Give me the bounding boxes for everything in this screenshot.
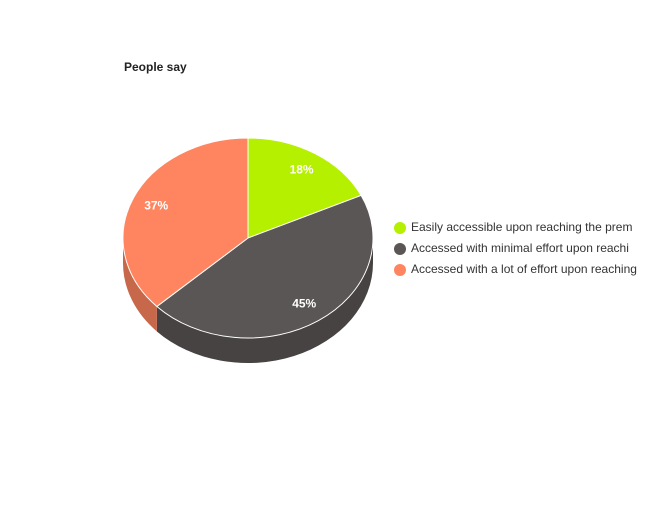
legend-marker	[394, 222, 406, 234]
legend-label: Accessed with minimal effort upon reachi	[411, 241, 629, 255]
data-label: 18%	[290, 163, 314, 177]
slice	[156, 194, 374, 339]
data-label: 45%	[292, 296, 316, 310]
slice	[122, 137, 249, 308]
slice	[247, 137, 362, 239]
chart-title: People say	[124, 60, 187, 74]
legend-marker	[394, 243, 406, 255]
legend-label: Easily accessible upon reaching the prem	[411, 220, 632, 234]
legend-label: Accessed with a lot of effort upon reach…	[411, 262, 637, 276]
legend-marker	[394, 264, 406, 276]
data-label: 37%	[144, 198, 168, 212]
slice-side	[156, 238, 373, 363]
slice-side	[123, 238, 157, 332]
